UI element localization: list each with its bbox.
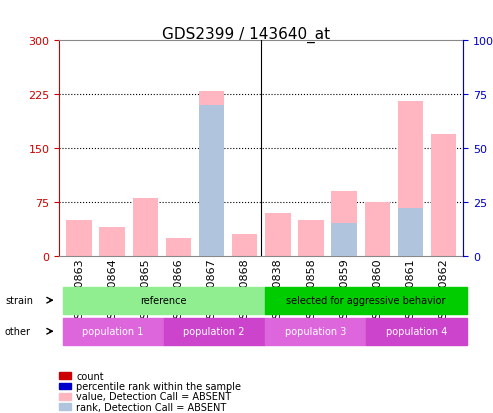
Text: population 2: population 2: [183, 326, 245, 337]
Text: count: count: [76, 371, 104, 381]
Bar: [331, 224, 357, 256]
Text: value, Detection Call = ABSENT: value, Detection Call = ABSENT: [76, 392, 232, 401]
Bar: [398, 102, 423, 256]
Text: population 1: population 1: [82, 326, 144, 337]
Bar: [199, 91, 224, 256]
Bar: [199, 106, 224, 256]
Bar: [66, 220, 92, 256]
Bar: [431, 134, 457, 256]
Bar: [398, 209, 423, 256]
Text: population 3: population 3: [284, 326, 346, 337]
Text: strain: strain: [5, 295, 33, 306]
Bar: [331, 192, 357, 256]
Bar: [364, 202, 390, 256]
Bar: [298, 220, 324, 256]
Text: population 4: population 4: [386, 326, 447, 337]
Bar: [100, 228, 125, 256]
Text: rank, Detection Call = ABSENT: rank, Detection Call = ABSENT: [76, 402, 227, 412]
Bar: [133, 199, 158, 256]
Bar: [265, 213, 290, 256]
Text: other: other: [5, 326, 31, 337]
Text: reference: reference: [141, 295, 187, 306]
Text: percentile rank within the sample: percentile rank within the sample: [76, 381, 242, 391]
Bar: [232, 235, 257, 256]
Bar: [166, 238, 191, 256]
Text: selected for aggressive behavior: selected for aggressive behavior: [286, 295, 446, 306]
Text: GDS2399 / 143640_at: GDS2399 / 143640_at: [162, 27, 331, 43]
